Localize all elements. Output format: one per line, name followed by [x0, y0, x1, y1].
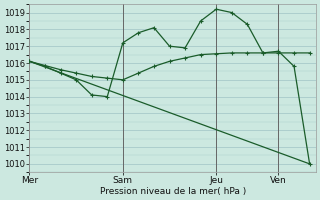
- X-axis label: Pression niveau de la mer( hPa ): Pression niveau de la mer( hPa ): [100, 187, 246, 196]
